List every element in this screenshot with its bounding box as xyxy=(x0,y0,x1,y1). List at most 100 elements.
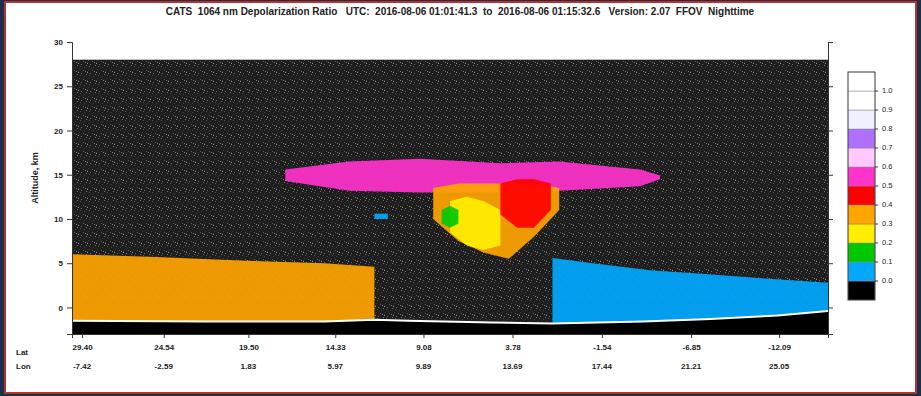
x-tick-label: 19.50 xyxy=(239,343,260,352)
chart-svg: 0 5 10 15 20 25 30 29.40 24.54 19.50 14.33 9.08 3.78… xyxy=(0,0,921,396)
colorbar: 0.00.10.20.30.40.50.60.70.80.91.0 xyxy=(848,72,892,300)
y-tick: 20 xyxy=(54,127,72,136)
colorbar-tick xyxy=(875,205,878,206)
x-tick-mark xyxy=(82,334,83,338)
y-tick: 30 xyxy=(54,38,72,47)
panel xyxy=(5,2,916,393)
lon-label: 17.44 xyxy=(592,362,613,371)
colorbar-cell xyxy=(848,262,875,281)
y-tick: 10 xyxy=(54,215,72,224)
surface-line xyxy=(72,311,828,323)
lon-label: 21.21 xyxy=(681,362,702,371)
colorbar-cell xyxy=(848,186,875,205)
y-tick-mark xyxy=(67,86,72,87)
colorbar-tick xyxy=(875,224,878,225)
colorbar-label: 1.0 xyxy=(882,86,892,95)
colorbar-cell xyxy=(848,72,875,91)
colorbar-tick xyxy=(875,167,878,168)
colorbar-tick xyxy=(875,110,878,111)
colorbar-cell xyxy=(848,91,875,110)
y-tick-label: 25 xyxy=(54,82,63,91)
y-tick-mark xyxy=(67,219,72,220)
row-label: Lon xyxy=(16,362,31,371)
x-tick-label: 29.40 xyxy=(73,343,94,352)
y-tick-mark-right xyxy=(828,86,833,87)
colorbar-cell xyxy=(848,281,875,300)
colorbar-cell xyxy=(848,224,875,243)
y-tick: 0 xyxy=(59,304,72,313)
y-tick-mark xyxy=(67,42,72,43)
x-tick: 9.08 xyxy=(416,334,432,352)
x-tick-label: -1.54 xyxy=(593,343,612,352)
colorbar-tick xyxy=(875,281,878,282)
y-axis: 0 5 10 15 20 25 30 xyxy=(54,38,72,334)
lon-label: 5.97 xyxy=(327,362,343,371)
y-axis-right-line xyxy=(829,43,834,335)
chart-container: 0 5 10 15 20 25 30 29.40 24.54 19.50 14.33 9.08 3.78… xyxy=(0,0,921,396)
colorbar-label: 0.5 xyxy=(882,181,892,190)
depol-layer xyxy=(442,206,459,228)
colorbar-tick xyxy=(875,91,878,92)
plot-area xyxy=(72,60,828,334)
colorbar-label: 0.2 xyxy=(882,238,892,247)
lon-label: 25.05 xyxy=(769,362,790,371)
y-tick-right xyxy=(828,86,833,87)
x-tick-mark xyxy=(423,334,424,338)
x-tick: -12.09 xyxy=(768,334,791,352)
lon-label: 9.89 xyxy=(416,362,432,371)
y-tick-label: 15 xyxy=(54,171,63,180)
x-tick: 24.54 xyxy=(154,334,175,352)
y-axis-line xyxy=(67,43,73,335)
colorbar-cell xyxy=(848,148,875,167)
colorbar-frame xyxy=(848,72,875,300)
colorbar-cell xyxy=(848,129,875,148)
colorbar-tick xyxy=(875,262,878,263)
x-tick-label: 3.78 xyxy=(505,343,521,352)
y-tick-mark xyxy=(67,130,72,131)
x-tick: 14.33 xyxy=(326,334,347,352)
y-tick-mark xyxy=(67,263,72,264)
colorbar-tick xyxy=(875,186,878,187)
x-tick-mark xyxy=(691,334,692,338)
x-tick-mark xyxy=(512,334,513,338)
y-tick-mark xyxy=(67,307,72,308)
y-tick-right xyxy=(828,307,833,308)
row-label: Lat xyxy=(16,348,28,357)
y-tick-label: 30 xyxy=(54,38,63,47)
colorbar-cell xyxy=(848,167,875,186)
depol-layer xyxy=(72,254,374,325)
y-tick-right xyxy=(828,263,833,264)
colorbar-tick xyxy=(875,148,878,149)
x-tick-mark xyxy=(602,334,603,338)
y-tick-right xyxy=(828,175,833,176)
y-tick-right xyxy=(828,130,833,131)
y-tick-mark-right xyxy=(828,307,833,308)
ground-fill xyxy=(72,311,828,334)
y-tick-mark-right xyxy=(828,130,833,131)
title: CATS 1064 nm Depolarization Ratio UTC: 2… xyxy=(166,6,755,17)
colorbar-label: 0.9 xyxy=(882,105,892,114)
x-tick-mark xyxy=(779,334,780,338)
y-tick: 5 xyxy=(59,259,72,268)
x-axis-line xyxy=(73,335,829,339)
colorbar-label: 0.0 xyxy=(882,276,892,285)
colorbar-label: 0.4 xyxy=(882,200,892,209)
colorbar-label: 0.1 xyxy=(882,257,892,266)
x-tick-label: 24.54 xyxy=(154,343,175,352)
lon-label: -7.42 xyxy=(73,362,92,371)
lon-label: 13.69 xyxy=(502,362,523,371)
lon-label: -2.59 xyxy=(155,362,174,371)
x-tick: -6.85 xyxy=(682,334,701,352)
y-tick-mark xyxy=(67,175,72,176)
y-tick-right xyxy=(828,219,833,220)
x-axis: 29.40 24.54 19.50 14.33 9.08 3.78 -1.54 -6.85 -1… xyxy=(73,334,829,352)
colorbar-label: 0.7 xyxy=(882,143,892,152)
x-tick: -1.54 xyxy=(593,334,612,352)
x-tick: 3.78 xyxy=(505,334,521,352)
y-tick-label: 5 xyxy=(59,259,64,268)
x-tick: 19.50 xyxy=(239,334,260,352)
x-tick-mark xyxy=(164,334,165,338)
y-tick-label: 20 xyxy=(54,127,63,136)
depol-layer xyxy=(500,179,550,228)
y-tick-mark-right xyxy=(828,219,833,220)
